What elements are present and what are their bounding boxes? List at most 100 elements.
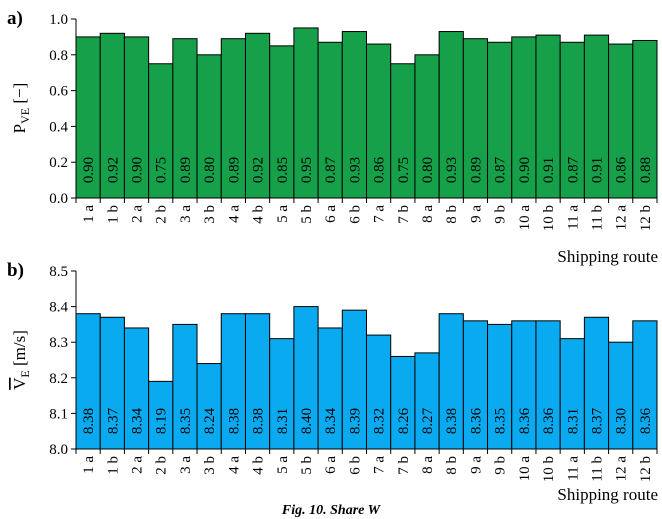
- panel-b-bar: [196, 363, 222, 450]
- panel-a-x-category-label: 8 a: [420, 205, 436, 223]
- panel-b-bar-value-label: 8.38: [226, 408, 242, 434]
- panel-a-y-tick-label: 0.8: [49, 48, 68, 64]
- panel-a-bar-value-label: 0.93: [444, 157, 460, 183]
- panel-b-x-category-label: 3 a: [178, 456, 194, 474]
- panel-b-bar-value-label: 8.26: [396, 407, 412, 434]
- panel-a-bar: [583, 34, 610, 199]
- panel-b-bar-value-label: 8.38: [444, 408, 460, 434]
- panel-b-bar-value-label: 8.35: [493, 408, 509, 434]
- panel-a-x-category-label: 8 b: [444, 205, 460, 224]
- panel-b-bar-value-label: 8.36: [541, 407, 557, 434]
- panel-a-bar-value-label: 0.80: [420, 157, 436, 183]
- panel-a-x-category-label: 11 a: [565, 205, 581, 230]
- panel-b-bar: [220, 313, 246, 450]
- panel-a-x-category-label: 10 b: [541, 205, 557, 231]
- panel-a-bar: [438, 31, 464, 199]
- panel-a-bar-value-label: 0.89: [226, 157, 242, 183]
- panel-a-bar: [632, 39, 658, 199]
- panel-b-bar-value-label: 8.35: [178, 408, 194, 434]
- panel-b-y-tick-label: 8.5: [49, 264, 68, 280]
- panel-b-bar: [123, 327, 150, 450]
- panel-b-panel-label: b): [7, 260, 24, 281]
- panel-b-y-tick-label: 8.2: [49, 371, 68, 387]
- panel-a-x-category-label: 6 b: [347, 205, 363, 224]
- panel-a-bar: [99, 32, 125, 199]
- panel-a-y-tick-label: 0.4: [49, 119, 68, 135]
- panel-a-y-tick-label: 1.0: [49, 12, 68, 28]
- panel-a-bar-value-label: 0.85: [275, 157, 291, 183]
- panel-b-bar-value-label: 8.38: [81, 408, 97, 434]
- panel-a-panel-label: a): [7, 8, 23, 29]
- panel-b-x-axis-title: Shipping route: [557, 485, 658, 504]
- panel-b-y-tick-label: 8.4: [49, 300, 68, 316]
- panel-a-x-category-label: 3 b: [202, 205, 218, 224]
- panel-a-x-category-label: 4 a: [226, 205, 242, 223]
- panel-b-x-category-label: 1 a: [81, 456, 97, 474]
- panel-b-bar: [632, 320, 658, 450]
- panel-a-bar: [511, 36, 537, 199]
- panel-a-x-category-label: 2 a: [130, 205, 146, 223]
- panel-a-x-category-label: 7 b: [396, 205, 412, 224]
- panel-a-x-axis-title: Shipping route: [557, 247, 658, 266]
- panel-a-bar-value-label: 0.87: [493, 156, 509, 183]
- panel-b-bar-value-label: 8.36: [638, 407, 654, 434]
- panel-b-x-category-label: 11 b: [589, 456, 605, 482]
- panel-b-x-category-label: 5 a: [275, 456, 291, 474]
- panel-a-x-category-label: 10 a: [517, 205, 533, 231]
- panel-b-bar: [148, 380, 174, 450]
- panel-a-y-tick-label: 0.6: [49, 84, 68, 100]
- panel-a-bar-value-label: 0.86: [614, 156, 630, 183]
- panel-a-bar: [293, 27, 319, 199]
- panel-b-bar-value-label: 8.37: [589, 407, 605, 434]
- panel-b-x-category-label: 9 b: [493, 456, 509, 475]
- panel-a-x-category-label: 7 a: [372, 205, 388, 223]
- panel-a-bar-value-label: 0.93: [347, 157, 363, 183]
- panel-b-y-axis-title: VE [m/s]: [10, 330, 32, 390]
- panel-a-x-category-label: 9 b: [493, 205, 509, 224]
- panel-b-x-category-label: 4 a: [226, 456, 242, 474]
- panel-b-x-category-label: 6 a: [323, 456, 339, 474]
- panel-b-bar: [341, 309, 368, 450]
- panel-a-bar: [608, 43, 634, 199]
- panel-b-x-category-label: 11 a: [565, 456, 581, 481]
- panel-a-bar-value-label: 0.90: [517, 157, 533, 183]
- panel-b-bar-value-label: 8.30: [614, 408, 630, 434]
- panel-a-x-category-label: 12 a: [614, 205, 630, 231]
- panel-a-bar-value-label: 0.92: [251, 157, 267, 183]
- panel-b-bar-value-label: 8.37: [105, 407, 121, 434]
- panel-b-bar: [99, 316, 125, 450]
- panel-a-bar-value-label: 0.92: [105, 157, 121, 183]
- panel-b-bar-value-label: 8.36: [517, 407, 533, 434]
- panel-a-bar-value-label: 0.90: [81, 157, 97, 183]
- panel-a-x-category-label: 1 b: [105, 205, 121, 224]
- panel-a-bar: [341, 31, 368, 199]
- panel-a-bar: [535, 34, 561, 199]
- panel-b-bar-value-label: 8.19: [154, 408, 170, 434]
- panel-a-x-category-label: 11 b: [589, 205, 605, 231]
- panel-a-x-category-label: 9 a: [468, 205, 484, 223]
- panel-b-bar: [535, 320, 561, 450]
- panel-a-bar: [462, 38, 489, 199]
- panel-a-bar-value-label: 0.75: [396, 157, 412, 183]
- panel-a-bar-value-label: 0.80: [202, 157, 218, 183]
- panel-b-bar-value-label: 8.24: [202, 407, 218, 434]
- panel-a-x-category-label: 4 b: [251, 205, 267, 224]
- panel-a-bar-value-label: 0.89: [468, 157, 484, 183]
- panel-a-bar-value-label: 0.86: [372, 156, 388, 183]
- panel-b-x-category-label: 8 a: [420, 456, 436, 474]
- figure-caption: Fig. 10. Share W: [281, 503, 381, 518]
- panel-b-bar: [366, 334, 392, 450]
- panel-a-x-category-label: 5 b: [299, 205, 315, 224]
- panel-a-bar-value-label: 0.87: [323, 156, 339, 183]
- panel-b-bar-value-label: 8.36: [468, 407, 484, 434]
- panel-b-x-category-label: 2 a: [130, 456, 146, 474]
- panel-a-bar: [196, 54, 222, 199]
- panel-a-x-category-label: 1 a: [81, 205, 97, 223]
- panel-b-y-tick-label: 8.0: [49, 442, 68, 458]
- panel-b-bar-value-label: 8.34: [323, 407, 339, 434]
- panel-b-x-category-label: 12 b: [638, 456, 654, 482]
- panel-b-y-tick-label: 8.3: [49, 335, 68, 351]
- panel-b-bar-value-label: 8.31: [565, 408, 581, 434]
- panel-a-y-tick-label: 0.2: [49, 155, 68, 171]
